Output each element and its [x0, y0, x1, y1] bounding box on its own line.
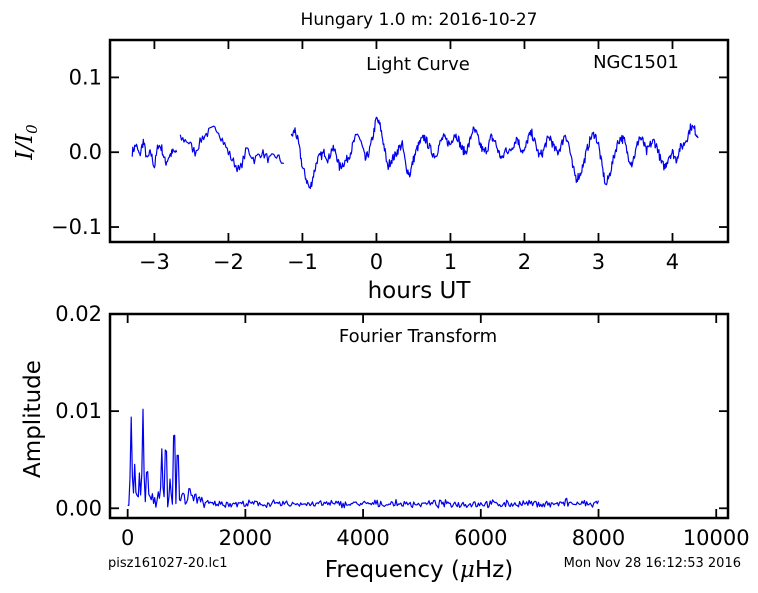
- footer-timestamp: Mon Nov 28 16:12:53 2016: [564, 556, 741, 571]
- fourier-x-tick-label: 2000: [219, 526, 272, 550]
- fourier-x-tick-label: 6000: [454, 526, 507, 550]
- fourier-amplitude-line: [127, 408, 600, 509]
- light-curve-segment-1: [179, 125, 285, 173]
- light-curve-x-tick-labels: −3 −2 −1 0 1 2 3 4: [139, 250, 679, 274]
- fourier-series: [127, 408, 600, 509]
- light-curve-y-tick-labels: −0.1 0.0 0.1: [51, 65, 102, 239]
- light-curve-y-tick-label: 0.0: [69, 140, 102, 164]
- fourier-y-axis-label: Amplitude: [20, 360, 46, 478]
- fourier-y-tick-label: 0.00: [55, 496, 102, 520]
- light-curve-annotation: Light Curve: [366, 54, 470, 75]
- figure-title: Hungary 1.0 m: 2016-10-27: [301, 10, 538, 30]
- light-curve-y-axis-label: I/I0: [12, 124, 41, 161]
- light-curve-segment-0: [131, 138, 178, 169]
- fourier-x-tick-labels: 0 2000 4000 6000 8000 10000: [121, 526, 750, 550]
- fourier-x-tick-label: 8000: [572, 526, 625, 550]
- light-curve-x-tick-label: 4: [666, 250, 679, 274]
- fourier-y-tick-label: 0.01: [55, 399, 102, 423]
- fourier-y-tick-labels: 0.00 0.01 0.02: [55, 302, 102, 520]
- light-curve-series: [131, 116, 699, 189]
- fourier-x-axis-label: Frequency (μHz): [325, 557, 513, 583]
- light-curve-x-tick-label: 1: [444, 250, 457, 274]
- light-curve-panel: −3 −2 −1 0 1 2 3 4 −0.1 0.0 0.1 Light Curve NGC15…: [12, 38, 730, 304]
- light-curve-x-tick-label: 0: [370, 250, 383, 274]
- fourier-frame: [108, 312, 730, 520]
- footer-filename: pisz161027-20.lc1: [108, 556, 227, 571]
- light-curve-segment-2: [290, 116, 699, 189]
- fourier-annotation: Fourier Transform: [339, 326, 497, 347]
- light-curve-y-tick-label: 0.1: [69, 65, 102, 89]
- light-curve-x-axis-label: hours UT: [368, 278, 472, 304]
- fourier-y-tick-label: 0.02: [55, 302, 102, 326]
- object-name-annotation: NGC1501: [593, 52, 679, 73]
- light-curve-ticks: [110, 40, 728, 242]
- light-curve-x-tick-label: −2: [213, 250, 244, 274]
- fourier-x-tick-label: 4000: [336, 526, 389, 550]
- fourier-transform-panel: 0 2000 4000 6000 8000 10000 0.00 0.01 0.02 Four…: [20, 302, 750, 583]
- light-curve-y-tick-label: −0.1: [51, 215, 102, 239]
- light-curve-frame: [108, 38, 730, 244]
- fourier-x-tick-label: 10000: [683, 526, 750, 550]
- light-curve-x-tick-label: 2: [518, 250, 531, 274]
- light-curve-x-tick-label: −1: [287, 250, 318, 274]
- light-curve-x-tick-label: −3: [139, 250, 170, 274]
- light-curve-x-tick-label: 3: [592, 250, 605, 274]
- fourier-x-tick-label: 0: [121, 526, 134, 550]
